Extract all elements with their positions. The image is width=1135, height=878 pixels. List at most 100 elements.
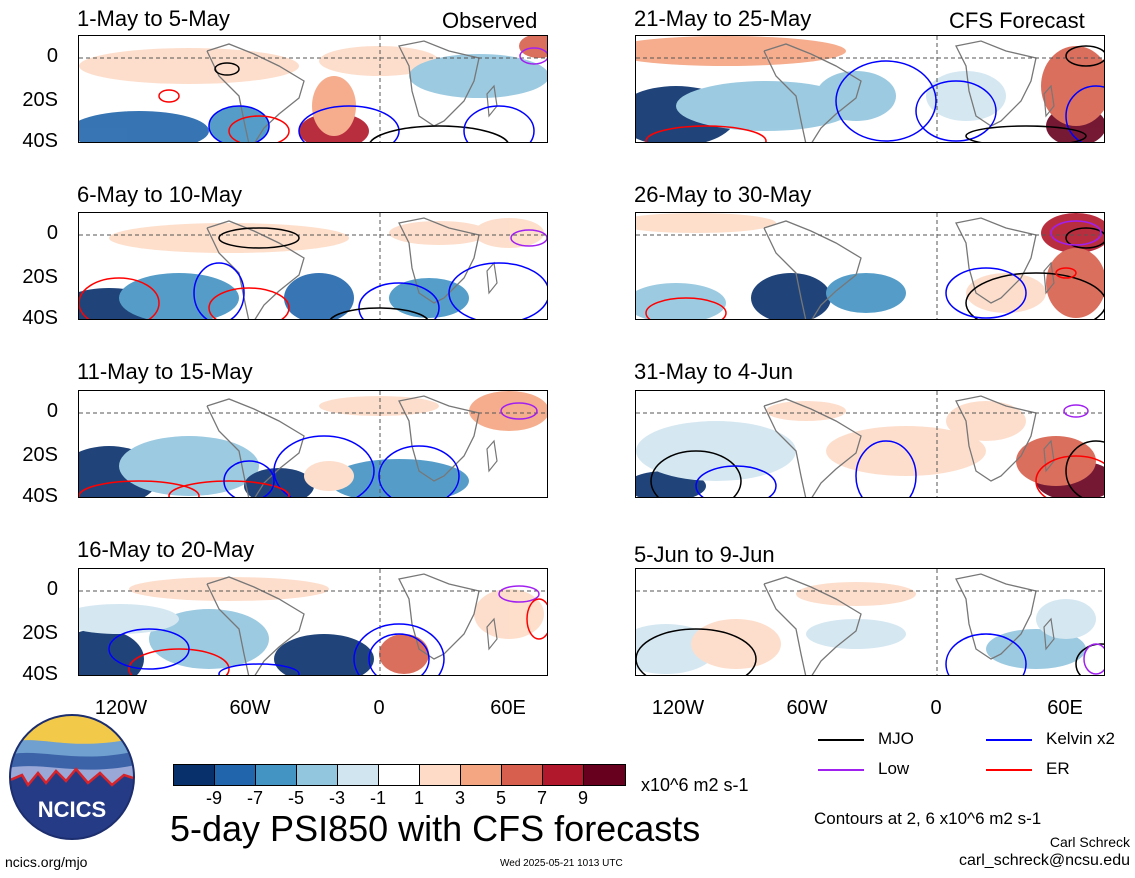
y-label: 20S [22, 266, 58, 288]
observed-label: Observed [442, 8, 538, 33]
anomaly-shading [766, 401, 846, 421]
anomaly-shading [149, 609, 269, 669]
panel-map [636, 569, 1104, 675]
coastline [206, 220, 305, 319]
author-email[interactable]: carl_schreck@ncsu.edu [959, 852, 1130, 869]
low-contour [1083, 643, 1104, 675]
coastline [763, 227, 807, 319]
y-label: 40S [22, 307, 58, 329]
er-contour [645, 297, 727, 319]
coastline [206, 405, 250, 497]
kelvin-contour [855, 440, 917, 497]
site-link[interactable]: ncics.org/mjo [5, 854, 88, 870]
coastline [1043, 617, 1055, 651]
panel-map [79, 569, 547, 675]
y-label: 40S [22, 485, 58, 507]
panel-map [636, 391, 1104, 497]
colorbar-tick: -3 [328, 788, 345, 808]
kelvin-contour [695, 465, 777, 497]
anomaly-shading [389, 278, 469, 318]
anomaly-shading [312, 76, 356, 136]
coastline [1043, 84, 1055, 118]
colorbar [173, 764, 626, 786]
legend-mjo-line [818, 739, 864, 741]
map-panel [635, 212, 1105, 320]
kelvin-contour [218, 663, 300, 675]
anomaly-shading [1046, 248, 1104, 318]
x-label: 0 [930, 697, 942, 719]
legend-kelvin-label: Kelvin x2 [1046, 729, 1115, 748]
coastline [206, 227, 250, 319]
y-label: 20S [22, 444, 58, 466]
kelvin-contour [378, 445, 460, 497]
low-contour [519, 47, 547, 65]
x-label: 60E [490, 697, 526, 719]
anomaly-shading [409, 54, 547, 98]
anomaly-shading [379, 634, 429, 674]
logo-text: NCICS [38, 797, 106, 822]
er-contour [1055, 267, 1077, 279]
low-contour [500, 402, 538, 420]
y-label: 40S [22, 130, 58, 152]
panel-title: 1-May to 5-May [77, 6, 230, 31]
anomaly-shading [676, 81, 856, 131]
coastline [206, 398, 305, 497]
coastline [763, 576, 862, 675]
x-label: 0 [373, 697, 385, 719]
anomaly-shading [826, 273, 906, 313]
coastline [955, 395, 1037, 482]
colorbar-units: x10^6 m2 s-1 [641, 775, 749, 795]
map-panel [635, 390, 1105, 498]
legend-er-line [986, 769, 1032, 771]
anomaly-shading [109, 223, 349, 253]
map-panel [78, 212, 548, 320]
kelvin-contour [945, 267, 1027, 319]
kelvin-contour [273, 435, 375, 497]
colorbar-swatch [256, 765, 297, 785]
kelvin-contour [353, 623, 445, 675]
coastline [763, 50, 807, 142]
anomaly-shading [79, 604, 179, 634]
er-contour [645, 125, 767, 142]
kelvin-contour [223, 460, 275, 497]
map-panel [635, 35, 1105, 143]
panel-map [636, 213, 1104, 319]
panel-title: 6-May to 10-May [77, 182, 243, 207]
kelvin-contour [368, 633, 430, 675]
coastline [1043, 439, 1055, 473]
kelvin-contour [463, 105, 535, 142]
anomaly-shading [79, 48, 299, 84]
anomaly-shading [1036, 599, 1096, 639]
colorbar-tick: 1 [413, 788, 424, 808]
anomaly-shading [926, 71, 1006, 121]
er-contour [1035, 455, 1104, 497]
mjo-contour [1065, 227, 1104, 249]
coastline [486, 617, 498, 651]
colorbar-swatch [461, 765, 502, 785]
anomaly-shading [751, 273, 831, 319]
legend-kelvin-line [986, 739, 1032, 741]
er-contour [128, 648, 230, 675]
er-contour [168, 480, 290, 497]
coastline [398, 217, 480, 304]
kelvin-contour [835, 60, 937, 142]
colorbar-swatch [215, 765, 256, 785]
kelvin-contour [108, 628, 190, 670]
main-title: 5-day PSI850 with CFS forecasts [170, 808, 701, 849]
map-panel [635, 568, 1105, 676]
panel-map [79, 213, 547, 319]
anomaly-shading [806, 619, 906, 649]
y-label: 0 [46, 400, 58, 422]
anomaly-shading [389, 221, 489, 245]
map-panel [78, 390, 548, 498]
mjo-contour [650, 450, 742, 497]
map-panel [78, 568, 548, 676]
timestamp: Wed 2025-05-21 1013 UTC [500, 858, 623, 869]
colorbar-tick: 9 [577, 788, 588, 808]
colorbar-tick: -9 [205, 788, 222, 808]
coastline [763, 405, 807, 497]
anomaly-shading [304, 461, 354, 491]
low-contour [1063, 404, 1089, 418]
legend-mjo-label: MJO [878, 729, 914, 748]
coastline [955, 40, 1037, 127]
